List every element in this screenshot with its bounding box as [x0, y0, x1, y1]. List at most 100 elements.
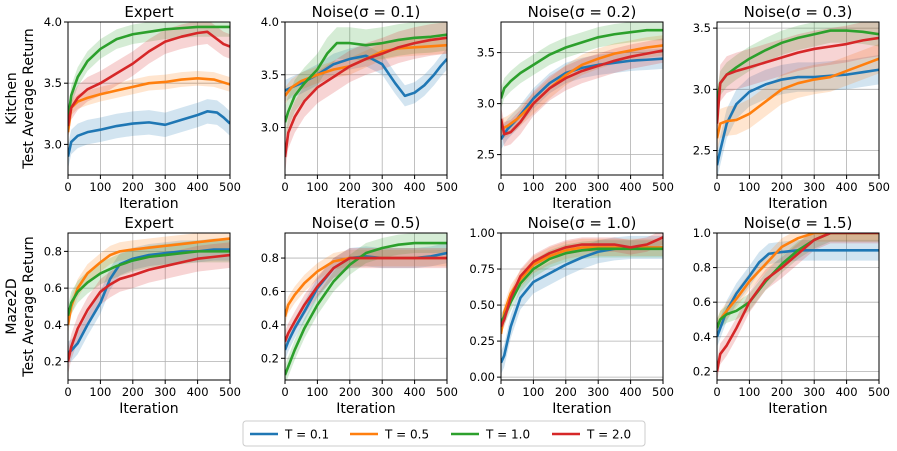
y-tick-label: 0.4 — [693, 330, 711, 344]
y-tick-label: 0.6 — [44, 281, 62, 295]
x-tick-label: 300 — [587, 385, 609, 399]
x-tick-label: 100 — [306, 180, 328, 194]
series-group — [285, 22, 447, 173]
panel-7: 0 100 200 300 400 500 0.00 0.25 0.50 0.75 1.00 Nois… — [469, 214, 674, 417]
y-tick-label: 2.5 — [693, 144, 711, 158]
x-tick-label: 200 — [122, 385, 144, 399]
series-band-t05 — [717, 44, 879, 153]
series-band-t05 — [285, 249, 447, 325]
y-tick-label: 0.2 — [261, 351, 279, 365]
x-tick-label: 400 — [836, 385, 858, 399]
series-band-t05 — [285, 36, 447, 105]
series-group — [68, 233, 230, 375]
x-tick-label: 200 — [771, 385, 793, 399]
series-line-t20 — [285, 256, 447, 343]
series-line-t20 — [717, 233, 879, 372]
series-line-t10 — [501, 28, 663, 99]
series-band-t10 — [285, 22, 447, 139]
x-tick-label: 500 — [868, 180, 890, 194]
panel-1: 0 100 200 300 400 500 3.0 3.5 4.0 Expert Iteration — [44, 3, 241, 212]
series-band-t01 — [285, 45, 447, 107]
x-tick-label: 200 — [555, 385, 577, 399]
y-tick-label: 3.0 — [477, 97, 495, 111]
axes-frame — [67, 21, 231, 176]
y-tick-label: 3.5 — [477, 46, 495, 60]
x-tick-label: 100 — [738, 180, 760, 194]
y-tick-label: 0.4 — [261, 318, 279, 332]
x-tick-label: 400 — [620, 180, 642, 194]
x-tick-label: 500 — [436, 385, 458, 399]
y-tick-label: 3.0 — [44, 137, 62, 151]
x-tick-label: 400 — [404, 385, 426, 399]
series-group — [501, 233, 663, 375]
x-tick-label: 100 — [522, 385, 544, 399]
y-tick-label: 3.5 — [44, 76, 62, 90]
series-band-t10 — [68, 240, 230, 327]
series-line-t20 — [717, 36, 879, 124]
series-line-t05 — [717, 57, 879, 139]
series-group — [501, 22, 663, 150]
series-group — [717, 233, 879, 380]
series-line-t20 — [285, 36, 447, 158]
series-band-t05 — [68, 70, 230, 140]
legend: T = 0.1 T = 0.5 T = 1.0 T = 2.0 — [242, 420, 646, 447]
series-group — [285, 233, 447, 380]
series-band-t10 — [717, 22, 879, 114]
y-tick-label: 0.00 — [469, 370, 495, 384]
x-tick-label: 400 — [187, 385, 209, 399]
panel-title: Expert — [124, 214, 173, 232]
panel-title: Noise(σ = 0.1) — [312, 3, 421, 21]
x-tick-label: 100 — [89, 180, 111, 194]
row-label-line: Kitchen — [4, 72, 20, 125]
axes-frame — [716, 21, 880, 176]
legend-label-t10: T = 1.0 — [485, 428, 530, 442]
x-tick-label: 100 — [738, 385, 760, 399]
panel-title: Noise(σ = 1.5) — [744, 214, 853, 232]
x-axis-label: Iteration — [552, 401, 611, 417]
x-tick-label: 500 — [868, 385, 890, 399]
y-tick-label: 3.5 — [261, 68, 279, 82]
series-line-t01 — [717, 68, 879, 166]
series-band-t10 — [68, 22, 230, 130]
x-tick-label: 200 — [339, 180, 361, 194]
panel-3: 0 100 200 300 400 500 2.5 3.0 3.5 Noise(σ = 0.2) I… — [477, 3, 674, 212]
series-line-t10 — [285, 33, 447, 123]
panel-8: 0 100 200 300 400 500 0.2 0.4 0.6 0.8 1.0 Noise(σ =… — [693, 214, 890, 417]
x-tick-label: 500 — [652, 385, 674, 399]
x-axis-label: Iteration — [119, 196, 178, 212]
y-tick-label: 4.0 — [261, 15, 279, 29]
series-band-t01 — [68, 99, 230, 169]
x-tick-label: 500 — [652, 180, 674, 194]
x-tick-label: 100 — [306, 385, 328, 399]
y-tick-label: 0.4 — [44, 318, 62, 332]
x-axis-label: Iteration — [336, 401, 395, 417]
series-band-t10 — [501, 240, 663, 331]
y-tick-label: 0.2 — [693, 364, 711, 378]
y-tick-label: 0.25 — [469, 334, 495, 348]
x-tick-label: 500 — [219, 385, 241, 399]
x-tick-label: 500 — [219, 180, 241, 194]
series-line-t05 — [68, 77, 230, 133]
y-tick-label: 0.50 — [469, 298, 495, 312]
panel-title: Noise(σ = 1.0) — [528, 214, 637, 232]
x-axis-label: Iteration — [552, 196, 611, 212]
series-line-t20 — [68, 30, 230, 127]
series-line-t20 — [68, 253, 230, 362]
legend-box — [242, 420, 646, 447]
x-tick-label: 0 — [64, 180, 71, 194]
panel-title: Expert — [124, 3, 173, 21]
series-group — [68, 22, 230, 169]
x-tick-label: 400 — [404, 180, 426, 194]
x-tick-label: 0 — [64, 385, 71, 399]
series-band-t05 — [717, 233, 879, 337]
x-axis-label: Iteration — [768, 196, 827, 212]
row-label-1: KitchenTest Average Return — [4, 28, 37, 169]
x-tick-label: 200 — [555, 180, 577, 194]
x-tick-label: 0 — [497, 385, 504, 399]
x-tick-label: 500 — [436, 180, 458, 194]
series-band-t20 — [717, 22, 879, 142]
series-line-t20 — [501, 236, 663, 328]
axes-frame — [284, 232, 448, 381]
